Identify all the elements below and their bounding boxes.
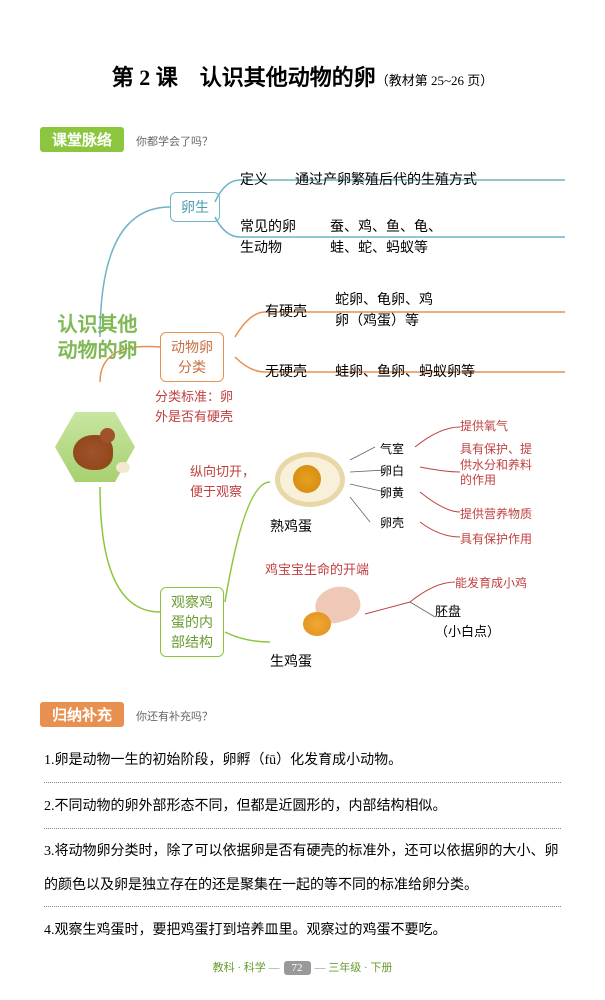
soft-text: 蛙卵、鱼卵、蚂蚁卵等 (335, 362, 475, 383)
title-main: 认识其他动物的卵 (200, 65, 376, 90)
outline-sub: 你都学会了吗？ (136, 136, 213, 148)
common-label: 常见的卵 生动物 (240, 217, 296, 259)
title-ref: （教材第 25~26 页） (376, 73, 494, 88)
page-footer: 教科 · 科学 —72— 三年级 · 下册 (0, 959, 605, 975)
def-text: 通过产卵繁殖后代的生殖方式 (295, 170, 477, 191)
summary-badge: 归纳补充 (40, 702, 124, 727)
node-observe-structure: 观察鸡 蛋的内 部结构 (160, 587, 224, 657)
observe-note: 纵向切开， 便于观察 (190, 462, 255, 501)
cooked-label: 熟鸡蛋 (270, 517, 312, 538)
chicken-illustration (68, 420, 123, 475)
class-note: 分类标准：卵 外是否有硬壳 (155, 387, 233, 426)
raw-label: 生鸡蛋 (270, 652, 312, 673)
mind-map: 认识其他 动物的卵 卵生 动物卵 分类 观察鸡 蛋的内 部结构 定义 通过产卵繁… (40, 162, 565, 702)
germ-fn: 能发育成小鸡 (455, 574, 527, 592)
outline-badge: 课堂脉络 (40, 127, 124, 152)
air-fn1: 提供氧气 (460, 417, 508, 435)
section-summary-head: 归纳补充 你还有补充吗？ (40, 702, 565, 727)
summary-item: 3.将动物卵分类时，除了可以依据卵是否有硬壳的标准外，还可以依据卵的大小、卵的颜… (44, 835, 561, 907)
footer-left: 教科 · 科学 (213, 962, 266, 974)
raw-egg-illustration (295, 587, 365, 642)
summary-sub: 你还有补充吗？ (136, 711, 213, 723)
summary-list: 1.卵是动物一生的初始阶段，卵孵（fū）化发育成小动物。 2.不同动物的卵外部形… (40, 735, 565, 956)
page-number: 72 (284, 961, 311, 975)
part-air: 气室 (380, 440, 404, 457)
summary-item: 4.观察生鸡蛋时，要把鸡蛋打到培养皿里。观察过的鸡蛋不要吃。 (44, 913, 561, 948)
part-yolk: 卵黄 (380, 484, 404, 501)
shell-fn: 具有保护作用 (460, 530, 532, 548)
air-fn2: 具有保护、提 供水分和养料 的作用 (460, 442, 532, 489)
node-egg-classification: 动物卵 分类 (160, 332, 224, 382)
section-outline-head: 课堂脉络 你都学会了吗？ (40, 127, 565, 152)
hard-label: 有硬壳 (265, 302, 307, 323)
title-prefix: 第 2 课 (112, 65, 178, 90)
part-shell: 卵壳 (380, 514, 404, 531)
lesson-title: 第 2 课 认识其他动物的卵（教材第 25~26 页） (40, 60, 565, 92)
node-oviparous: 卵生 (170, 192, 220, 222)
part-white: 卵白 (380, 462, 404, 479)
yolk-fn: 提供营养物质 (460, 505, 532, 523)
root-node: 认识其他 动物的卵 (50, 312, 145, 364)
soft-label: 无硬壳 (265, 362, 307, 383)
part-germ: 胚盘 （小白点） (435, 602, 500, 641)
summary-item: 2.不同动物的卵外部形态不同，但都是近圆形的，内部结构相似。 (44, 789, 561, 829)
cooked-egg-illustration (275, 452, 350, 512)
def-label: 定义 (240, 170, 268, 191)
common-text: 蚕、鸡、鱼、龟、 蛙、蛇、蚂蚁等 (330, 217, 442, 259)
summary-item: 1.卵是动物一生的初始阶段，卵孵（fū）化发育成小动物。 (44, 743, 561, 783)
hard-text: 蛇卵、龟卵、鸡 卵（鸡蛋）等 (335, 290, 433, 332)
footer-right: 三年级 · 下册 (328, 962, 392, 974)
raw-note: 鸡宝宝生命的开端 (265, 560, 369, 580)
